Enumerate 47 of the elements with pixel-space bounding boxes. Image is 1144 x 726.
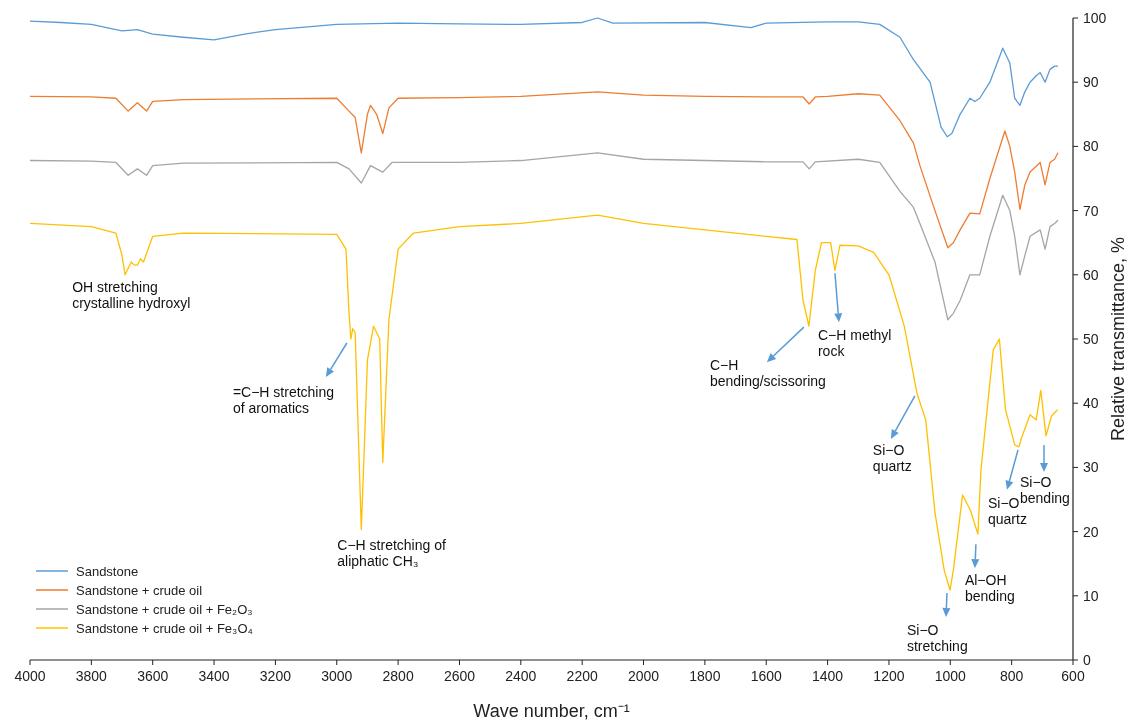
- annotation: C−H stretching of aliphatic CH₃: [337, 536, 446, 569]
- x-tick-label: 800: [999, 668, 1024, 684]
- x-tick-label: 1200: [873, 668, 905, 684]
- annotation: C−H bending/scissoring: [709, 357, 826, 390]
- annotation: OH stretching crystalline hydroxyl: [72, 278, 191, 311]
- x-tick-label: 2200: [566, 668, 598, 684]
- x-tick-label: 2600: [443, 668, 476, 684]
- x-tick-label: 1000: [934, 668, 967, 684]
- x-tick-label: 3000: [321, 668, 353, 684]
- x-tick-label: 1600: [750, 668, 783, 684]
- annotation: C−H methyl rock: [817, 327, 892, 360]
- x-tick-label: 2800: [382, 668, 414, 684]
- y-tick-label: 50: [1083, 331, 1099, 347]
- legend-label: Sandstone + crude oil + Fe₂O₃: [76, 602, 253, 617]
- x-tick-label: 3200: [259, 668, 292, 684]
- y-tick-label: 100: [1083, 10, 1107, 26]
- y-tick-label: 20: [1083, 523, 1099, 540]
- line-series: [29, 17, 1059, 138]
- x-tick-label: 1400: [812, 668, 844, 684]
- annotation: Al−OH bending: [964, 572, 1015, 605]
- legend-label: Sandstone + crude oil + Fe₃O₄: [76, 621, 253, 636]
- x-tick-label: 2400: [505, 668, 537, 684]
- annotation: Si−O quartz: [872, 441, 912, 474]
- y-tick-label: 80: [1083, 138, 1099, 155]
- legend-label: Sandstone: [76, 564, 139, 579]
- y-tick-label: 60: [1083, 266, 1099, 283]
- x-tick-label: 3600: [137, 668, 169, 684]
- legend-label: Sandstone + crude oil: [76, 583, 203, 598]
- x-tick-label: 3800: [75, 668, 108, 684]
- y-tick-label: 40: [1083, 395, 1099, 412]
- line-series: [29, 152, 1059, 321]
- y-tick-label: 70: [1083, 202, 1099, 219]
- x-tick-label: 3400: [198, 668, 230, 684]
- x-axis-title: Wave number, cm⁻¹: [473, 701, 630, 721]
- x-tick-label: 4000: [14, 668, 46, 684]
- x-tick-label: 600: [1061, 668, 1085, 684]
- y-tick-label: 30: [1083, 459, 1099, 476]
- annotation: =C−H stretching of aromatics: [232, 384, 335, 416]
- annotation: Si−O stretching: [906, 622, 968, 655]
- annotation: Si−O bending: [1020, 473, 1070, 506]
- y-tick-label: 90: [1083, 74, 1099, 91]
- line-series: [29, 91, 1059, 249]
- y-tick-label: 0: [1083, 652, 1091, 668]
- y-tick-label: 10: [1083, 587, 1099, 604]
- y-axis-title: Relative transmittance, %: [1108, 236, 1128, 442]
- x-tick-label: 1800: [689, 668, 721, 684]
- x-tick-label: 2000: [627, 668, 660, 684]
